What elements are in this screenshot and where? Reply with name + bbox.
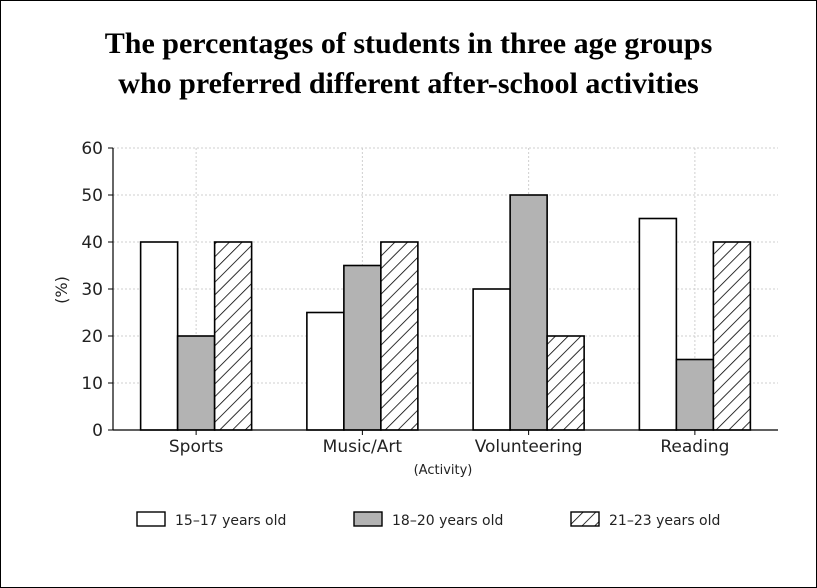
bar [343, 264, 382, 431]
bar [306, 311, 345, 431]
legend-swatch [570, 511, 600, 527]
y-tick-label: 30 [81, 280, 103, 300]
chart-title-line-2: who preferred different after-school act… [118, 67, 699, 100]
bar [139, 241, 179, 431]
chart-title: The percentages of students in three age… [0, 24, 817, 104]
bar [712, 241, 752, 431]
x-axis-label: (Activity) [414, 463, 473, 478]
y-tick-label: 50 [81, 186, 103, 206]
x-category-label: Volunteering [475, 437, 583, 457]
y-tick-label: 0 [92, 421, 103, 441]
bar [546, 335, 585, 431]
x-category-label: Music/Art [323, 437, 403, 457]
y-tick-label: 20 [81, 327, 103, 347]
legend-label: 18–20 years old [392, 513, 503, 529]
bar [213, 241, 253, 431]
legend: 15–17 years old 18–20 years old 21–23 year… [136, 511, 720, 529]
legend-swatch [353, 511, 383, 527]
bar [638, 217, 678, 431]
chart-title-line-1: The percentages of students in three age… [104, 27, 713, 60]
y-tick-label: 10 [81, 374, 103, 394]
y-axis-label: (%) [52, 276, 71, 304]
y-tick-label: 40 [81, 233, 103, 253]
bars [139, 194, 752, 431]
legend-label: 15–17 years old [175, 513, 286, 529]
y-tick-labels: 0 10 20 30 40 50 60 [81, 139, 103, 441]
x-category-label: Sports [169, 437, 224, 457]
bar [176, 335, 216, 431]
axes [108, 147, 778, 435]
bar [380, 241, 419, 431]
bar [509, 194, 548, 431]
legend-swatch [136, 511, 166, 527]
bar [472, 288, 511, 431]
x-category-labels: Sports Music/Art Volunteering Reading [169, 437, 730, 457]
bar [675, 358, 715, 431]
x-category-label: Reading [660, 437, 729, 457]
legend-label: 21–23 years old [609, 513, 720, 529]
y-tick-label: 60 [81, 139, 103, 159]
